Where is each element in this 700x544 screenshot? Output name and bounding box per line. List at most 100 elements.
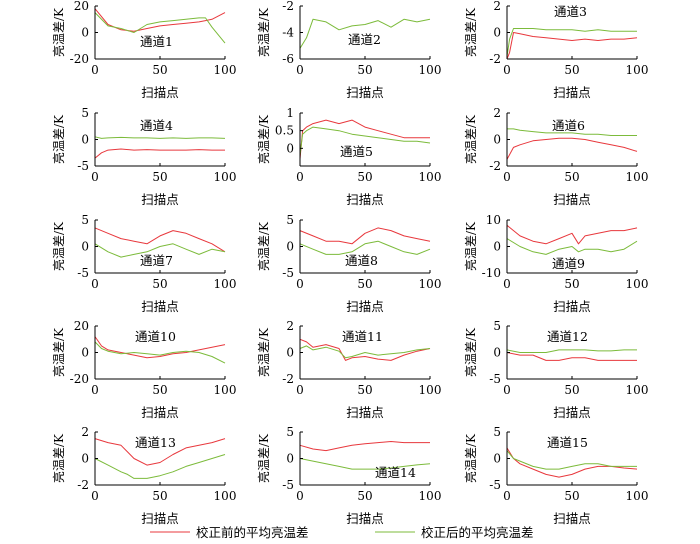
y-tick-label: 0 (493, 26, 501, 40)
series-line-before (94, 148, 225, 159)
x-tick-label: 0 (503, 489, 511, 503)
y-axis-label: 亮温差/K (51, 433, 66, 483)
chart-title: 通道6 (552, 118, 585, 133)
y-tick-label: 1 (286, 106, 294, 120)
y-tick-label: 2 (286, 319, 294, 333)
y-tick-label: 0 (81, 240, 89, 254)
series-line-after (506, 450, 637, 470)
x-tick-label: 100 (626, 63, 649, 77)
x-axis-label: 扫描点 (346, 405, 384, 420)
y-axis-label: 亮温差/K (463, 7, 478, 57)
x-axis-label: 扫描点 (553, 192, 591, 207)
legend: 校正前的平均亮温差 校正后的平均亮温差 (150, 525, 534, 540)
x-tick-label: 100 (419, 277, 442, 291)
y-axis-label: 亮温差/K (463, 327, 478, 377)
y-axis-label: 亮温差/K (256, 327, 271, 377)
series-line-before (506, 137, 638, 160)
y-tick-label: 0 (81, 346, 89, 360)
y-tick-label: -5 (77, 266, 89, 280)
series-line-after (299, 458, 431, 470)
x-tick-label: 100 (419, 170, 442, 184)
x-tick-label: 100 (214, 383, 237, 397)
y-tick-label: 10 (486, 213, 501, 227)
x-tick-label: 50 (564, 383, 579, 397)
x-tick-label: 50 (357, 383, 372, 397)
series-line-after (507, 128, 637, 136)
y-axis-label: 亮温差/K (51, 114, 66, 164)
x-tick-label: 0 (296, 383, 304, 397)
series-line-after (299, 345, 431, 359)
series-line-after (94, 136, 226, 139)
chart-title: 通道2 (348, 32, 381, 47)
x-tick-label: 0 (91, 489, 99, 503)
y-tick-label: 0.5 (275, 124, 294, 138)
y-tick-label: -2 (282, 372, 294, 386)
x-tick-label: 50 (564, 277, 579, 291)
series-line-before (506, 224, 638, 245)
legend-label-after: 校正后的平均亮温差 (421, 525, 534, 540)
y-tick-label: 0 (81, 26, 89, 40)
y-tick-label: 0 (81, 133, 89, 147)
y-axis-label: 亮温差/K (51, 7, 66, 57)
y-tick-label: 2 (493, 106, 501, 120)
x-tick-label: 50 (152, 277, 167, 291)
series-line-before (506, 352, 637, 361)
y-tick-label: 0 (81, 452, 89, 466)
panel-channel-2: -6 -4 -2 0 50 100 扫描点 亮温差/K 通道2 (256, 0, 441, 100)
series-line-before (94, 336, 226, 359)
x-tick-label: 0 (91, 277, 99, 291)
series-line-before (299, 119, 430, 159)
y-tick-label: 0 (493, 240, 501, 254)
chart-title: 通道1 (140, 34, 173, 49)
x-tick-label: 50 (357, 489, 372, 503)
series-line-after (94, 341, 226, 364)
y-axis-label: 亮温差/K (463, 221, 478, 271)
x-axis-label: 扫描点 (141, 192, 179, 207)
y-axis-label: 亮温差/K (463, 114, 478, 164)
x-tick-label: 50 (564, 63, 579, 77)
x-tick-label: 0 (91, 170, 99, 184)
chart-title: 通道7 (140, 253, 173, 268)
chart-title: 通道10 (135, 329, 176, 344)
series-line-after (506, 238, 638, 255)
y-tick-label: 0 (286, 452, 294, 466)
series-line-before (299, 441, 430, 452)
x-tick-label: 100 (626, 383, 649, 397)
y-axis-label: 亮温差/K (256, 114, 271, 164)
x-tick-label: 50 (152, 383, 167, 397)
x-tick-label: 50 (152, 63, 167, 77)
y-axis-label: 亮温差/K (256, 433, 271, 483)
x-tick-label: 0 (296, 63, 304, 77)
y-tick-label: 0 (286, 346, 294, 360)
x-tick-label: 100 (214, 170, 237, 184)
x-tick-label: 0 (503, 170, 511, 184)
x-axis-label: 扫描点 (346, 85, 384, 100)
x-tick-label: 100 (626, 170, 649, 184)
y-tick-label: -5 (282, 478, 294, 492)
x-tick-label: 50 (564, 170, 579, 184)
y-tick-label: -5 (282, 266, 294, 280)
y-tick-label: 0 (493, 452, 501, 466)
x-tick-label: 100 (214, 63, 237, 77)
series-line-after (299, 240, 431, 255)
x-axis-label: 扫描点 (141, 299, 179, 314)
y-tick-label: -6 (282, 52, 294, 66)
y-axis-label: 亮温差/K (51, 327, 66, 377)
series-line-after (94, 454, 226, 479)
series-line-after (94, 243, 226, 258)
x-tick-label: 0 (503, 383, 511, 397)
chart-title: 通道5 (340, 144, 373, 159)
chart-title: 通道15 (547, 435, 588, 450)
x-tick-label: 50 (357, 170, 372, 184)
y-tick-label: 5 (493, 319, 501, 333)
y-tick-label: 0 (286, 240, 294, 254)
y-tick-label: -5 (489, 478, 501, 492)
